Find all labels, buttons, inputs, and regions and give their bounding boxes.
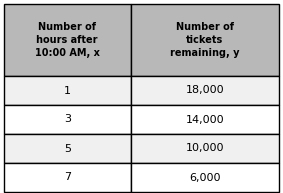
Bar — [4, 105, 130, 134]
Bar — [4, 76, 130, 105]
Bar — [4, 163, 130, 192]
Text: 7: 7 — [64, 173, 71, 183]
Bar — [4, 4, 130, 76]
Bar — [130, 134, 279, 163]
Text: Number of
tickets
remaining, y: Number of tickets remaining, y — [170, 22, 239, 58]
Text: 6,000: 6,000 — [189, 173, 220, 183]
Bar — [130, 76, 279, 105]
Bar — [130, 4, 279, 76]
Text: 14,000: 14,000 — [185, 114, 224, 124]
Text: 3: 3 — [64, 114, 71, 124]
Bar — [130, 105, 279, 134]
Text: 5: 5 — [64, 144, 71, 153]
Text: 1: 1 — [64, 85, 71, 96]
Bar — [130, 163, 279, 192]
Text: 18,000: 18,000 — [185, 85, 224, 96]
Text: 10,000: 10,000 — [185, 144, 224, 153]
Text: Number of
hours after
10:00 AM, x: Number of hours after 10:00 AM, x — [35, 22, 100, 58]
Bar — [4, 134, 130, 163]
